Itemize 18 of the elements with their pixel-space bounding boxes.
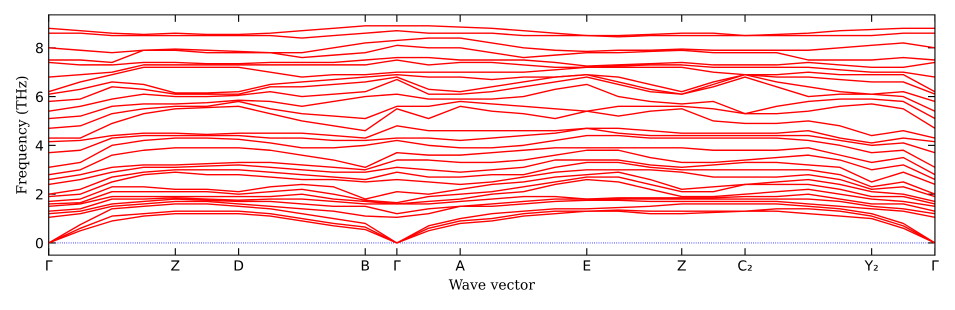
x-tick-label: D	[234, 260, 244, 271]
y-tick-label: 0	[36, 238, 43, 248]
x-tick-label: Z	[171, 260, 180, 271]
x-tick-label: Γ	[394, 260, 401, 271]
y-tick-label: 4	[36, 140, 44, 151]
x-tick-label: C₂	[738, 260, 752, 271]
x-tick-label: Γ	[932, 260, 939, 271]
y-tick-label: 6	[36, 92, 43, 102]
x-tick-label: Γ	[46, 260, 52, 271]
x-tick-label: Z	[678, 260, 686, 271]
x-tick-label: E	[584, 260, 590, 271]
x-tick-label: A	[456, 260, 465, 271]
x-tick-label: B	[362, 260, 369, 271]
y-axis-title: Frequency (THz)	[16, 76, 30, 194]
x-axis-title: Wave vector	[448, 279, 535, 290]
y-tick-label: 8	[36, 42, 43, 54]
y-tick-label: 2	[36, 189, 42, 200]
x-tick-label: Y₂	[864, 260, 878, 271]
